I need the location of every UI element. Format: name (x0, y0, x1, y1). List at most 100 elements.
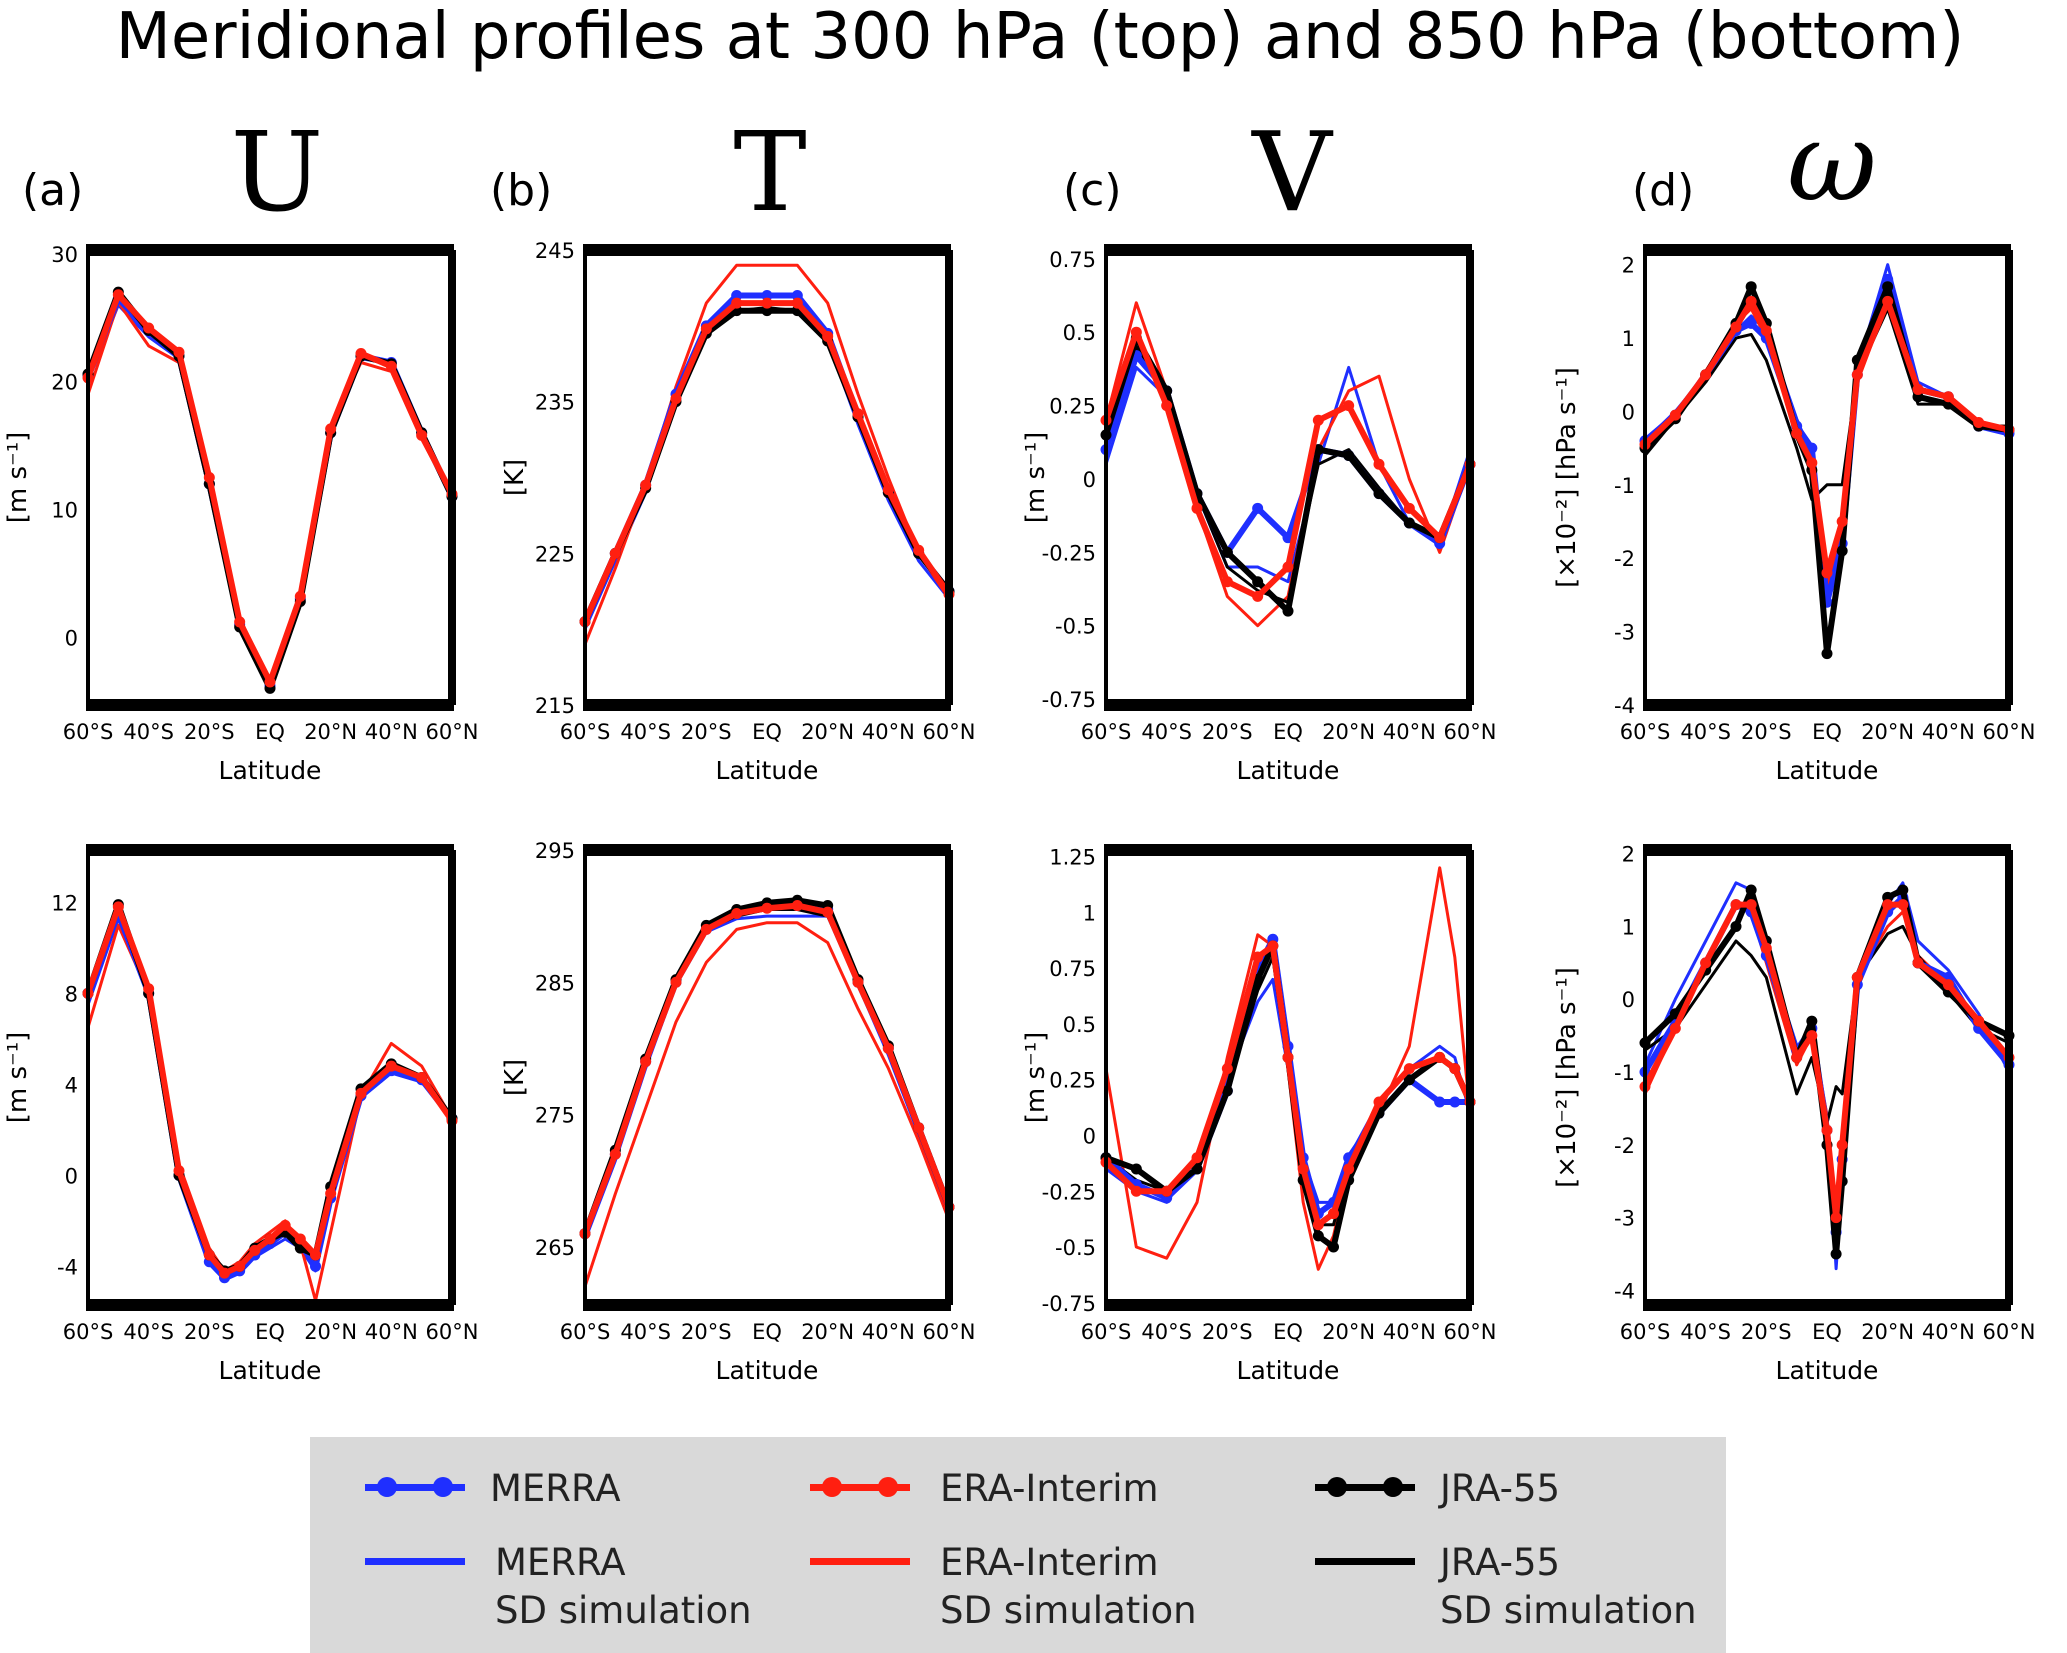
y-tick-label: -0.25 (1042, 541, 1096, 565)
legend-label-sub: SD simulation (495, 1589, 752, 1632)
data-point (852, 408, 864, 420)
data-point (1745, 281, 1757, 293)
data-point (143, 322, 155, 334)
legend-label: MERRA (490, 1467, 621, 1510)
data-point (1221, 1085, 1233, 1097)
panel-letter-d: (d) (1632, 165, 1694, 216)
panel-6: 265 275 285 295 60°S 40°S 20°S EQ 20°N 40°N 60°N La… (500, 839, 975, 1385)
data-point (385, 360, 397, 372)
y-tick-label: 0.75 (1049, 248, 1096, 272)
y-tick-label: 4 (65, 1073, 78, 1097)
data-point (1449, 1096, 1461, 1108)
data-point (1373, 488, 1385, 500)
series-merra (1639, 891, 2015, 1238)
x-tick-label: 40°N (1922, 1320, 1975, 1344)
y-tick-label: 0 (65, 626, 78, 650)
y-tick-label: 225 (535, 542, 575, 566)
legend-label: JRA-55 (1440, 1467, 1561, 1510)
data-point (791, 297, 803, 309)
data-point (310, 1260, 321, 1272)
panel-3: -0.75 -0.5 -0.25 0 0.25 0.5 0.75 60°S 40°S 20°S EQ… (1021, 244, 1496, 785)
data-point (731, 290, 743, 301)
series-era-interim (1639, 899, 2015, 1224)
y-axis-label: [m s⁻¹] (1021, 1032, 1051, 1124)
data-point (1760, 942, 1772, 954)
data-point (640, 479, 652, 491)
x-tick-label: 40°S (123, 720, 174, 744)
y-tick-label: 235 (535, 391, 575, 415)
data-point (355, 348, 367, 360)
x-axis-label: Latitude (1776, 756, 1879, 785)
variable-u: U (231, 108, 324, 236)
legend-marker-dot (878, 1477, 898, 1497)
series-jra-55 (579, 305, 955, 628)
data-point (1669, 1022, 1681, 1034)
series-merra-sd-simulation (1643, 881, 2011, 1271)
series-line (85, 289, 455, 692)
legend-marker-line (810, 1484, 910, 1491)
data-point (1882, 281, 1894, 293)
data-point (1912, 383, 1924, 395)
data-point (264, 676, 276, 688)
data-point (203, 472, 215, 483)
data-point (1282, 1051, 1294, 1063)
data-point (1942, 979, 1954, 991)
data-point (325, 423, 337, 435)
data-point (1297, 1163, 1309, 1175)
data-point (1343, 449, 1355, 461)
data-point (1836, 516, 1848, 528)
x-tick-label: EQ (752, 720, 782, 744)
y-tick-label: 1.25 (1049, 846, 1096, 870)
series-line (1642, 887, 2011, 1257)
panel-8: -4 -3 -2 -1 0 1 2 60°S 40°S 20°S EQ 20°N 40°N 60°N Lat… (1552, 843, 2035, 1385)
data-point (1252, 576, 1264, 588)
x-tick-label: EQ (255, 1320, 285, 1344)
variable-v: V (1250, 108, 1334, 236)
series-jra-55 (82, 286, 458, 694)
data-point (1221, 576, 1233, 588)
legend-label: ERA-Interim (940, 1541, 1159, 1584)
x-axis-label: Latitude (219, 756, 322, 785)
x-tick-label: 60°S (63, 1320, 114, 1344)
y-tick-label: 10 (51, 498, 78, 522)
data-point (822, 906, 834, 918)
data-point (1806, 442, 1818, 454)
panel-letter-c: (c) (1063, 165, 1122, 216)
data-point (1806, 457, 1818, 469)
series-era-interim-sd-simulation (583, 921, 951, 1287)
y-tick-label: 245 (535, 239, 575, 263)
data-point (670, 393, 682, 405)
data-point (1221, 546, 1233, 558)
data-point (1897, 899, 1909, 911)
panel-1: 0 10 20 30 60°S 40°S 20°S EQ 20°N 40°N 60°N Latitud… (3, 243, 478, 785)
data-point (761, 305, 773, 317)
data-point (143, 983, 155, 995)
y-tick-label: 265 (535, 1236, 575, 1260)
x-tick-label: EQ (752, 1320, 782, 1344)
x-tick-label: 20°N (1322, 720, 1375, 744)
data-point (1760, 325, 1772, 337)
data-point (1882, 899, 1894, 911)
series-jra-55 (1639, 884, 2015, 1260)
data-point (294, 1233, 306, 1245)
y-tick-label: 215 (535, 694, 575, 718)
data-point (219, 1267, 230, 1279)
plot-frame (1104, 248, 1472, 707)
data-point (1791, 427, 1803, 439)
data-point (234, 616, 246, 628)
y-tick-label: 275 (535, 1104, 575, 1128)
x-tick-label: 40°S (123, 1320, 174, 1344)
series-era-interim (579, 297, 955, 628)
panel-4: -4 -3 -2 -1 0 1 2 60°S 40°S 20°S EQ 20°N 40°N 60°N Lat… (1552, 244, 2035, 785)
data-point (1191, 1163, 1203, 1175)
data-point (761, 297, 773, 309)
y-tick-label: -4 (57, 1255, 78, 1279)
y-tick-label: 295 (535, 839, 575, 863)
series-line (1643, 263, 2010, 590)
data-point (1403, 1074, 1415, 1086)
x-tick-label: 20°S (184, 1320, 235, 1344)
x-axis-label: Latitude (1776, 1356, 1879, 1385)
y-axis-label: [K] (500, 459, 530, 496)
y-axis-label: [×10⁻²] [hPa s⁻¹] (1552, 967, 1582, 1188)
